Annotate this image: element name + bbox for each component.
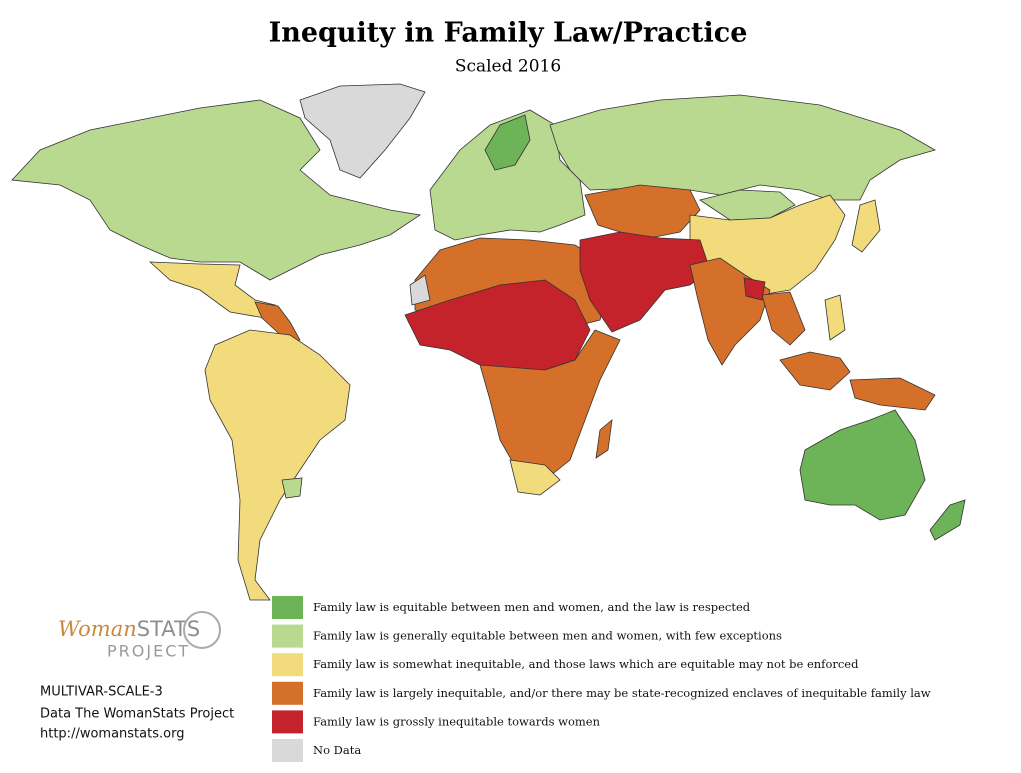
region — [584, 184, 701, 239]
scale-label: MULTIVAR-SCALE-3 — [40, 685, 163, 700]
region — [409, 274, 431, 306]
region — [429, 109, 586, 241]
subtitle: Scaled 2016 — [455, 57, 561, 77]
legend-swatch — [272, 653, 303, 677]
legend: Family law is equitable between men and … — [272, 596, 931, 762]
region — [824, 294, 846, 341]
legend-swatch — [272, 710, 303, 734]
legend-swatch — [272, 624, 303, 648]
region — [761, 291, 806, 346]
legend-label: Family law is somewhat inequitable, and … — [313, 657, 859, 671]
region — [849, 377, 936, 411]
region — [579, 231, 711, 333]
region — [743, 277, 766, 301]
legend-label: No Data — [313, 743, 361, 757]
region — [929, 499, 966, 541]
region — [204, 329, 351, 601]
region — [509, 459, 561, 496]
legend-label: Family law is generally equitable betwee… — [313, 629, 782, 643]
logo-caps: STATS — [137, 617, 200, 641]
region — [799, 409, 926, 521]
legend-swatch — [272, 739, 303, 762]
title: Inequity in Family Law/Practice — [269, 18, 748, 49]
legend-label: Family law is grossly inequitable toward… — [313, 714, 601, 728]
source-label: Data The WomanStats Project — [40, 707, 234, 722]
legend-swatch — [272, 596, 303, 619]
region — [851, 199, 881, 253]
region — [11, 99, 422, 281]
url-label: http://womanstats.org — [40, 727, 184, 742]
region — [484, 114, 531, 171]
legend-label: Family law is equitable between men and … — [313, 600, 751, 614]
legend-label: Family law is largely inequitable, and/o… — [313, 686, 931, 700]
region — [479, 329, 621, 481]
region — [595, 419, 613, 459]
region — [148, 261, 276, 319]
legend-swatch — [272, 681, 303, 705]
region — [281, 477, 303, 499]
region — [549, 94, 937, 201]
world-map — [11, 83, 966, 601]
region — [299, 83, 426, 179]
logo-script: Woman — [58, 617, 137, 641]
region — [779, 351, 851, 391]
logo-project: PROJECT — [107, 642, 190, 661]
logo-text: WomanSTATS — [58, 617, 200, 642]
logo-globe — [183, 611, 221, 649]
logo: WomanSTATS PROJECT — [58, 611, 221, 661]
